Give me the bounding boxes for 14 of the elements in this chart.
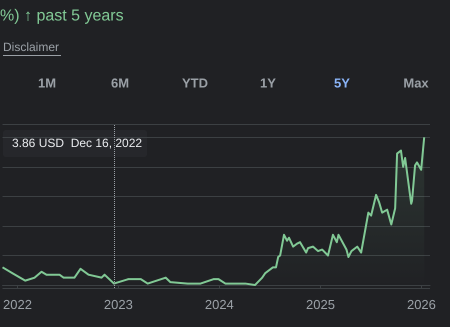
chart-title: %) ↑ past 5 years	[0, 8, 124, 24]
text: 1Y	[260, 76, 276, 90]
text: YTD	[182, 76, 208, 90]
annotation: 3.86 USD Dec 16, 2022	[12, 136, 142, 150]
x-tick-label: 2025	[306, 297, 335, 312]
text: Disclaimer	[3, 40, 60, 54]
text: 5Y	[334, 76, 350, 90]
x-tick-label: 2022	[3, 297, 32, 312]
x-tick-label: 2023	[104, 297, 133, 312]
text: 1M	[38, 76, 56, 90]
x-tick-label: 2024	[204, 297, 234, 312]
text: Max	[403, 76, 430, 90]
text: 6M	[110, 76, 130, 90]
x-tick-label: 2026	[406, 297, 436, 312]
